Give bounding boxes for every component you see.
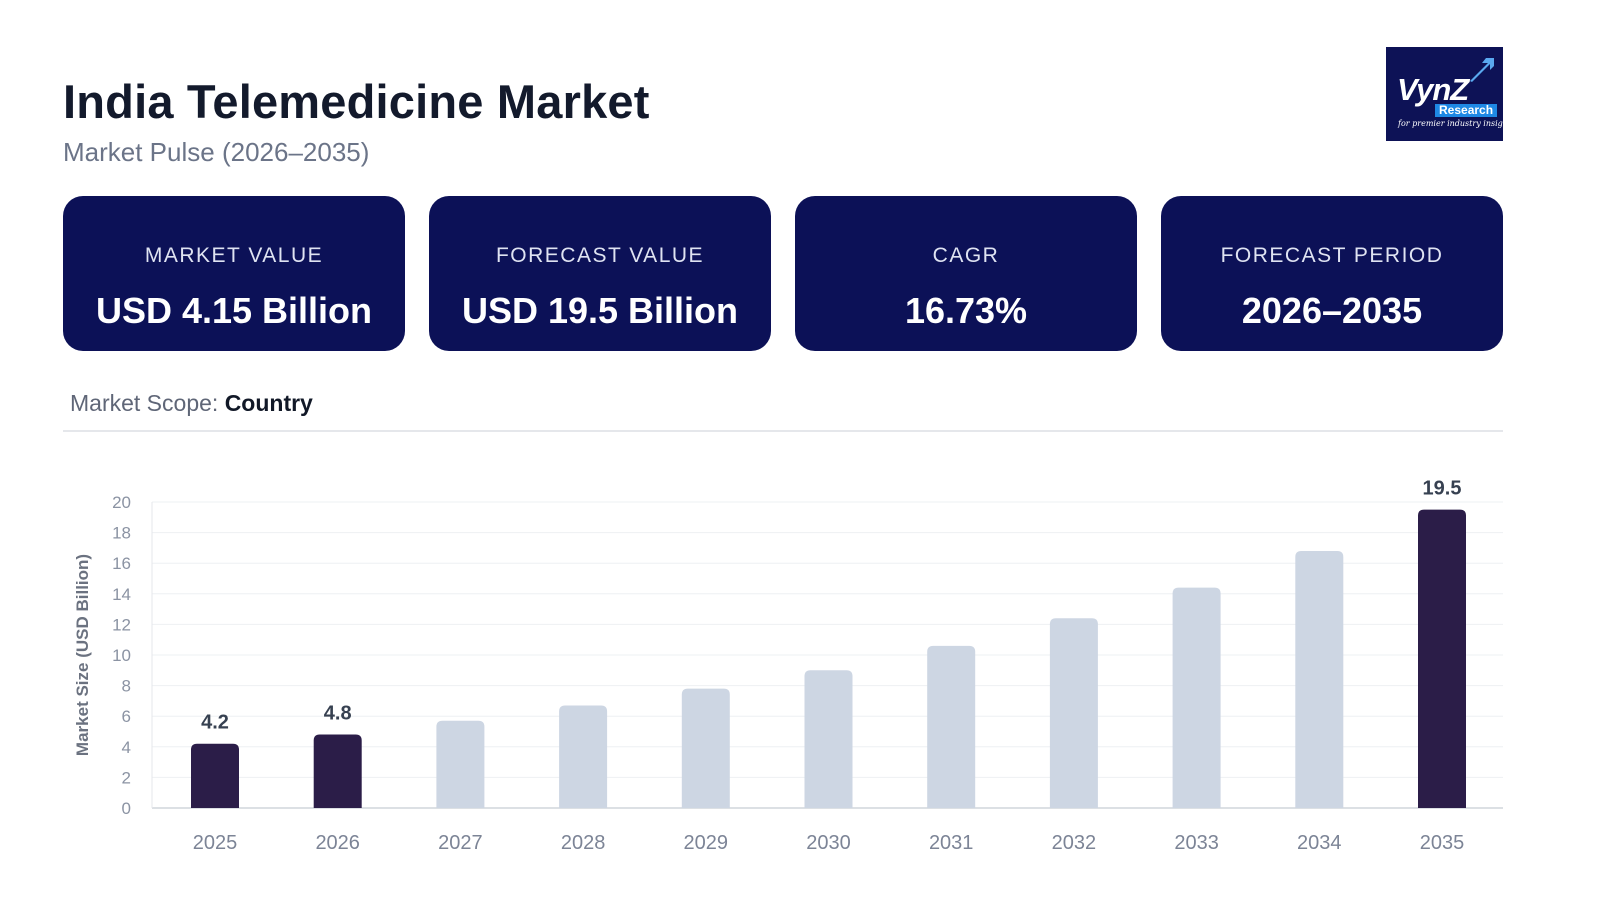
- x-tick-label: 2031: [929, 832, 974, 854]
- arrow-logo-icon: [1470, 58, 1494, 82]
- page-subtitle: Market Pulse (2026–2035): [63, 137, 370, 167]
- card-value: 2026–2035: [1241, 290, 1423, 331]
- card-cagr: CAGR 16.73%: [795, 196, 1137, 351]
- y-axis-label: Market Size (USD Billion): [73, 554, 92, 756]
- x-tick-label: 2035: [1420, 832, 1465, 854]
- y-tick-label: 0: [122, 799, 131, 818]
- y-tick-label: 18: [112, 524, 131, 543]
- y-tick-label: 16: [112, 554, 131, 573]
- bars: [191, 509, 1466, 808]
- bar-2032: [1049, 618, 1098, 808]
- bar-2035: [1418, 509, 1466, 808]
- x-tick-label: 2026: [315, 832, 360, 854]
- bar-2025: [191, 743, 239, 808]
- card-label: MARKET VALUE: [144, 244, 324, 267]
- y-tick-label: 20: [112, 493, 131, 512]
- logo-brand: VynZ: [1397, 72, 1469, 107]
- bar-2029: [681, 688, 730, 808]
- y-tick-label: 10: [112, 646, 131, 665]
- y-tick-label: 2: [122, 768, 131, 787]
- company-logo: VynZ Research for premier industry insig…: [1386, 47, 1503, 141]
- card-label: FORECAST VALUE: [495, 244, 705, 267]
- bar-2026: [313, 734, 362, 808]
- x-tick-label: 2032: [1052, 832, 1097, 854]
- y-tick-label: 8: [122, 677, 131, 696]
- x-tick-label: 2029: [684, 832, 729, 854]
- card-label: FORECAST PERIOD: [1220, 244, 1444, 267]
- data-label-2026: 4.8: [324, 703, 352, 725]
- bar-2030: [804, 670, 853, 808]
- stat-cards: MARKET VALUE USD 4.15 Billion FORECAST V…: [63, 196, 1503, 351]
- bar-2033: [1172, 587, 1221, 808]
- y-tick-label: 14: [112, 585, 131, 604]
- data-label-2025: 4.2: [201, 712, 229, 734]
- y-tick-label: 6: [122, 707, 131, 726]
- logo-tagline: for premier industry insights: [1398, 119, 1503, 128]
- card-value: 16.73%: [904, 290, 1028, 331]
- bar-2028: [559, 705, 608, 808]
- market-scope: Market Scope: Country: [70, 390, 313, 417]
- bar-2031: [927, 645, 976, 808]
- card-forecast-period: FORECAST PERIOD 2026–2035: [1161, 196, 1503, 351]
- card-label: CAGR: [932, 244, 1000, 267]
- card-value: USD 4.15 Billion: [95, 290, 373, 331]
- y-tick-labels: 0 2 4 6 8 10 12 14 16 18 20: [112, 493, 131, 818]
- card-forecast-value: FORECAST VALUE USD 19.5 Billion: [429, 196, 771, 351]
- x-tick-label: 2034: [1297, 832, 1342, 854]
- card-market-value: MARKET VALUE USD 4.15 Billion: [63, 196, 405, 351]
- x-tick-label: 2033: [1174, 832, 1219, 854]
- x-tick-label: 2025: [193, 832, 238, 854]
- logo-research: Research: [1435, 104, 1498, 117]
- card-value: USD 19.5 Billion: [461, 290, 739, 331]
- data-labels: 4.2 4.8 19.5: [201, 478, 1461, 734]
- x-tick-label: 2030: [806, 832, 851, 854]
- x-tick-label: 2028: [561, 832, 606, 854]
- scope-value: Country: [224, 390, 313, 416]
- page-title: India Telemedicine Market: [63, 75, 650, 128]
- divider: [63, 430, 1503, 432]
- bar-2027: [436, 720, 485, 808]
- x-tick-label: 2027: [438, 832, 483, 854]
- x-tick-labels: 2025 2026 2027 2028 2029 2030 2031 2032 2033 2034…: [193, 832, 1465, 854]
- y-tick-label: 12: [112, 615, 131, 634]
- data-label-2035: 19.5: [1423, 478, 1462, 500]
- bar-2034: [1295, 550, 1344, 808]
- y-tick-label: 4: [122, 738, 131, 757]
- scope-label: Market Scope:: [70, 390, 219, 416]
